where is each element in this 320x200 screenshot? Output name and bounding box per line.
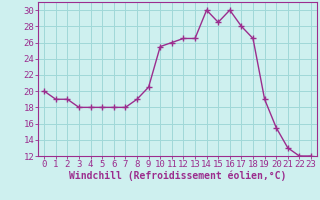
X-axis label: Windchill (Refroidissement éolien,°C): Windchill (Refroidissement éolien,°C) bbox=[69, 171, 286, 181]
